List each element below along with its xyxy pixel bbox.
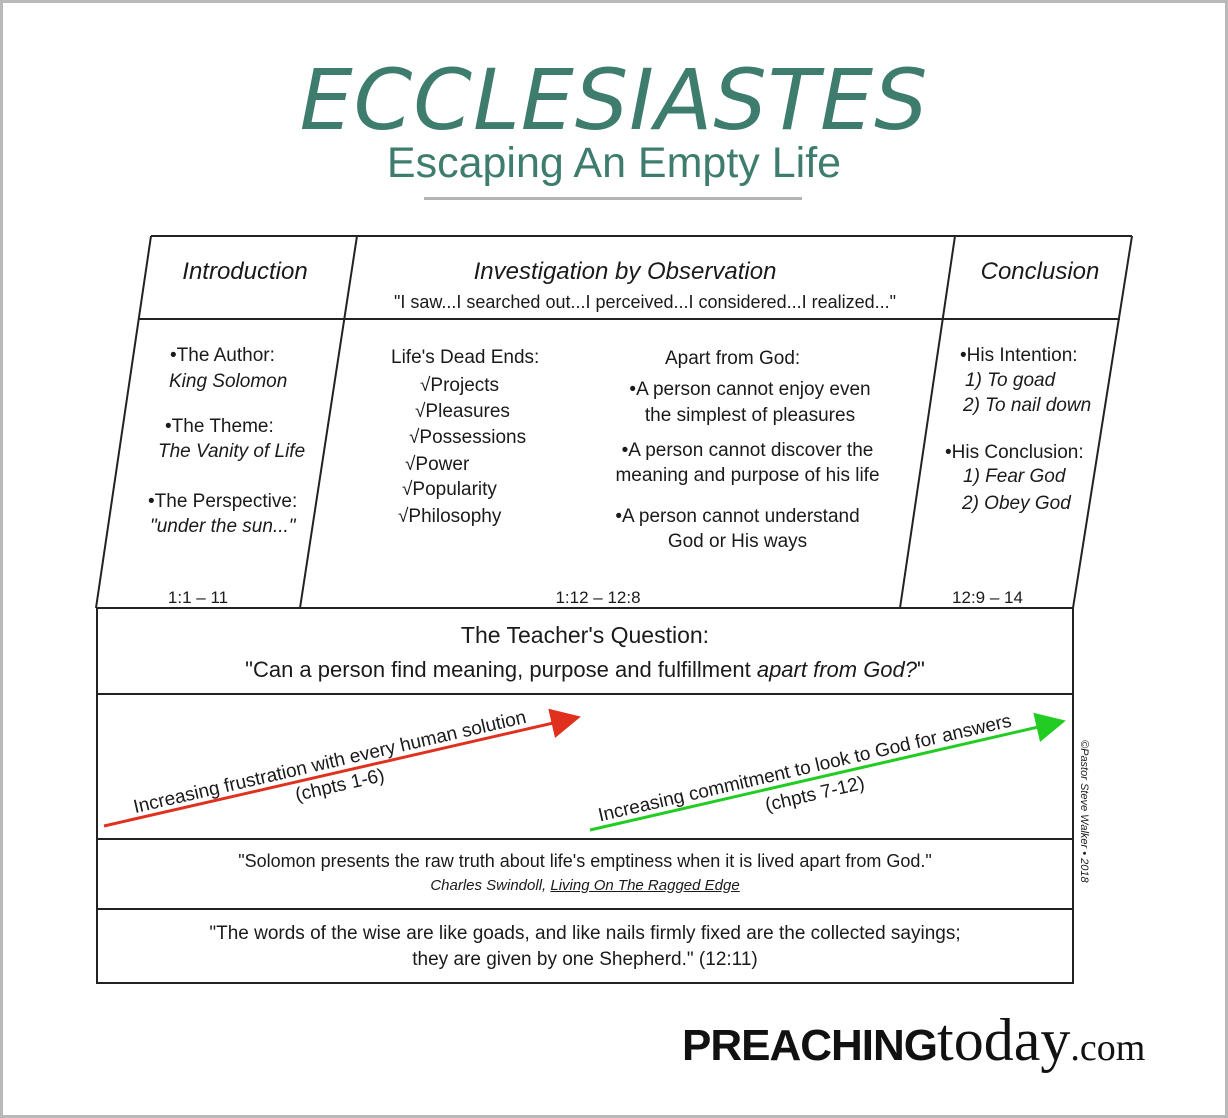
apart-point-line: •A person cannot enjoy even <box>629 379 871 400</box>
conclusion-intention-item: 1) To goad <box>965 370 1056 391</box>
question-text: "Can a person find meaning, purpose and … <box>97 657 1073 683</box>
conclusion-intention-item: 2) To nail down <box>963 395 1092 416</box>
dead-end-item: √Popularity <box>402 479 497 500</box>
logo-dotcom: .com <box>1070 1027 1146 1069</box>
frustration-arrow <box>103 708 581 828</box>
lower-box-outline <box>96 607 1074 984</box>
logo-preaching: PREACHING <box>682 1021 938 1070</box>
swindoll-book: Living On The Ragged Edge <box>550 877 740 894</box>
page-title: ECCLESIASTES <box>299 51 929 149</box>
conclusion-conclusion-label: •His Conclusion: <box>945 442 1084 463</box>
question-text-end: " <box>917 657 925 682</box>
chart-right-slant <box>1072 235 1133 609</box>
intro-theme-value: The Vanity of Life <box>158 441 306 462</box>
conclusion-heading: Conclusion <box>980 258 1100 285</box>
conclusion-conclusion-item: 1) Fear God <box>963 466 1066 487</box>
scripture-quote-line: they are given by one Shepherd." (12:11) <box>412 949 758 970</box>
apart-heading: Apart from God: <box>665 348 801 369</box>
divider-investigation-conclusion <box>899 235 956 609</box>
dead-end-item: √Possessions <box>409 427 527 448</box>
chart-left-slant <box>95 235 152 609</box>
apart-point-line: •A person cannot understand <box>615 506 860 527</box>
intro-reference: 1:1 – 11 <box>167 588 229 607</box>
introduction-heading: Introduction <box>182 258 308 285</box>
apart-point-line: God or His ways <box>667 531 808 552</box>
title-divider <box>424 197 802 200</box>
copyright-notice: ©Pastor Steve Walker • 2018 <box>1078 740 1090 883</box>
conclusion-conclusion-item: 2) Obey God <box>962 493 1071 514</box>
conclusion-reference: 12:9 – 14 <box>952 588 1023 607</box>
divider-intro-investigation <box>299 235 358 609</box>
investigation-heading: Investigation by Observation <box>473 258 777 285</box>
scripture-quote-line: "The words of the wise are like goads, a… <box>209 923 961 944</box>
apart-point-line: the simplest of pleasures <box>644 405 856 426</box>
intro-author-label: •The Author: <box>170 345 275 366</box>
question-text-plain: "Can a person find meaning, purpose and … <box>245 657 757 682</box>
dead-end-item: √Projects <box>420 375 500 396</box>
dead-end-item: √Power <box>405 454 470 475</box>
investigation-quote: "I saw...I searched out...I perceived...… <box>393 292 897 312</box>
commitment-arrow <box>589 712 1066 832</box>
question-text-italic: apart from God? <box>756 657 918 682</box>
question-heading: The Teacher's Question: <box>460 622 710 648</box>
dead-ends-heading: Life's Dead Ends: <box>391 347 540 368</box>
intro-perspective-value: "under the sun..." <box>150 516 296 537</box>
intro-perspective-label: •The Perspective: <box>148 491 298 512</box>
intro-author-value: King Solomon <box>169 371 288 392</box>
dead-end-item: √Pleasures <box>415 401 510 422</box>
page-subtitle: Escaping An Empty Life <box>386 139 842 187</box>
swindoll-quote-source: Charles Swindoll, Living On The Ragged E… <box>97 877 1073 894</box>
preaching-today-logo: PREACHINGtoday.com <box>682 1010 1145 1070</box>
conclusion-intention-label: •His Intention: <box>960 345 1078 366</box>
apart-point-line: •A person cannot discover the <box>621 440 874 461</box>
investigation-reference: 1:12 – 12:8 <box>555 588 641 607</box>
logo-today: today <box>937 1007 1071 1073</box>
apart-point-line: meaning and purpose of his life <box>615 465 880 486</box>
dead-end-item: √Philosophy <box>398 506 502 527</box>
swindoll-quote-text: "Solomon presents the raw truth about li… <box>238 851 932 871</box>
intro-theme-label: •The Theme: <box>165 416 274 437</box>
swindoll-author: Charles Swindoll, <box>430 877 551 894</box>
